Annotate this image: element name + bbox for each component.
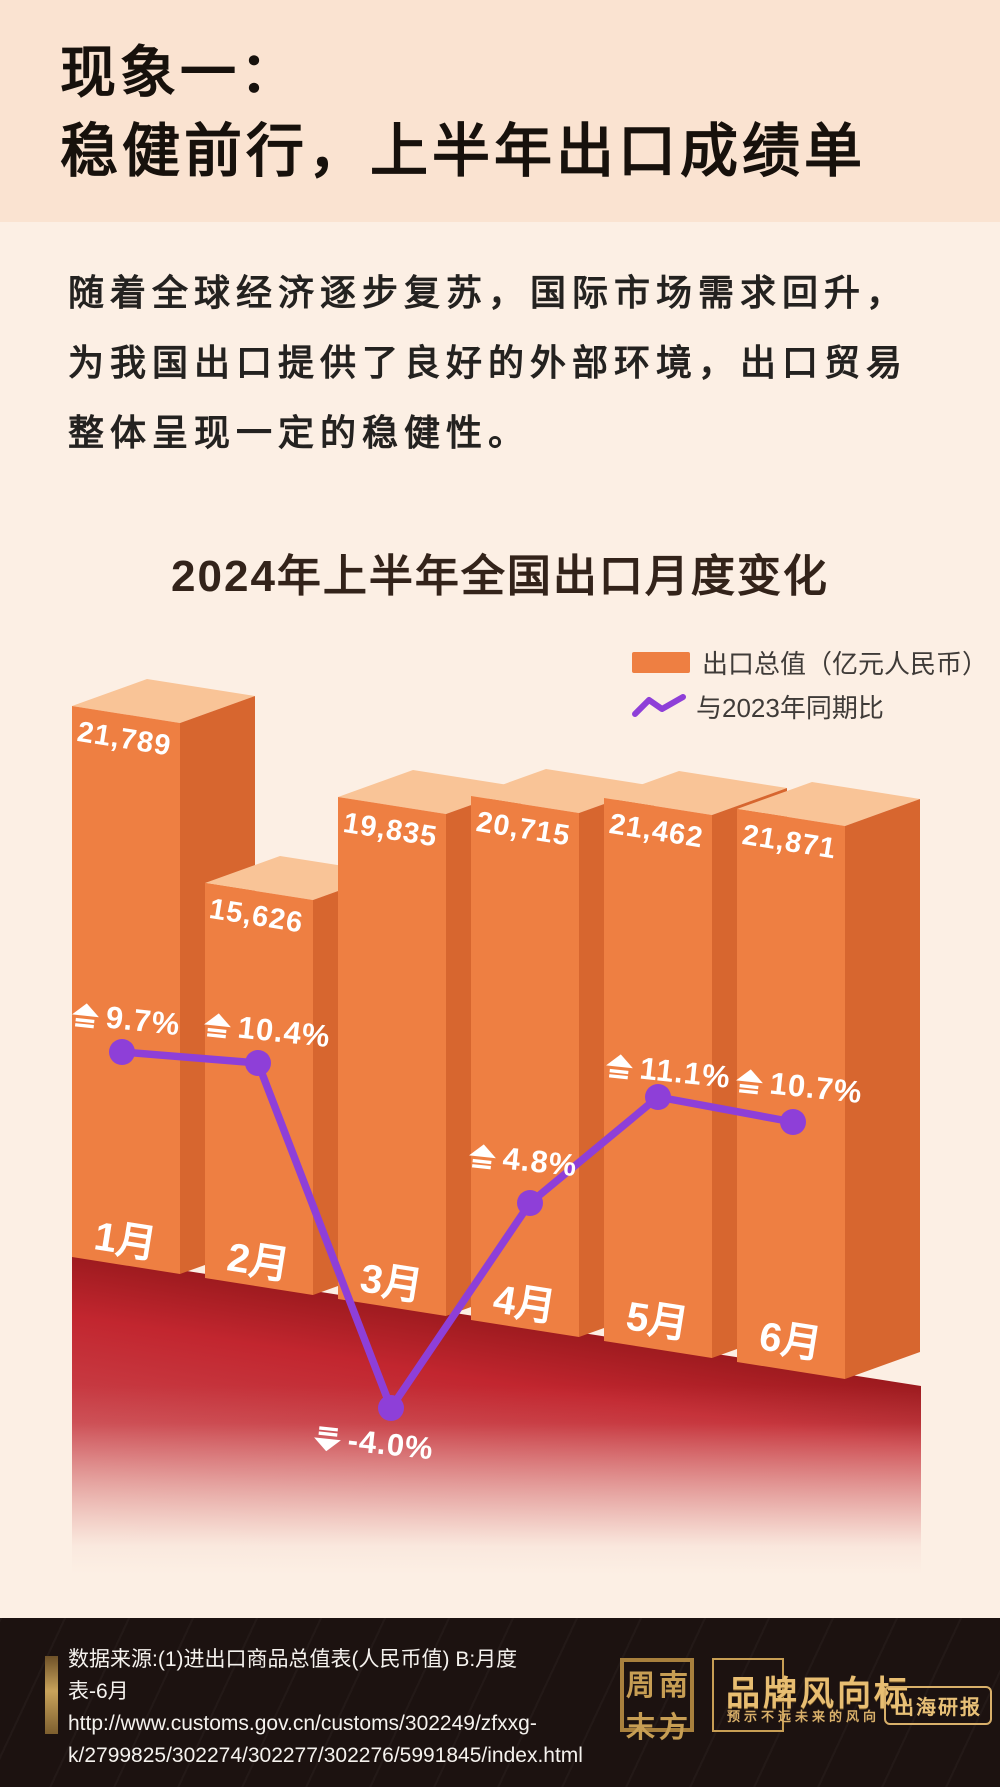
header-title-line1: 现象一： (60, 41, 300, 104)
pct-label-feb: 10.4% (202, 1006, 332, 1055)
legend-item-line: 与2023年同期比 (632, 689, 992, 723)
data-source-line-1: 数据来源:(1)进出口商品总值表(人民币值) B:月度表-6月 (68, 1648, 518, 1703)
bar-jun (737, 782, 920, 1379)
up-arrow-icon (606, 1053, 633, 1079)
up-arrow-icon (72, 1002, 99, 1028)
trend-dot-jan (109, 1039, 135, 1065)
trend-dot-may (645, 1084, 671, 1110)
seal-char-tl: 周 (625, 1668, 655, 1702)
up-arrow-icon (736, 1068, 763, 1094)
header-banner: 现象一： 稳健前行，上半年出口成绩单 (0, 0, 1000, 222)
seal-char-tr: 南 (658, 1668, 688, 1702)
bar-series-swatch-icon (632, 651, 690, 673)
trend-dot-feb (245, 1050, 271, 1076)
up-arrow-icon (469, 1143, 496, 1169)
data-source-block: 数据来源:(1)进出口商品总值表(人民币值) B:月度表-6月 http://w… (68, 1644, 583, 1772)
bar-jun-top-face (737, 782, 920, 826)
intro-line-3: 整体呈现一定的稳健性。 (68, 412, 531, 453)
bar-feb-front-face (205, 883, 313, 1295)
brand-frame-decoration (712, 1658, 784, 1732)
footer-bar: 数据来源:(1)进出口商品总值表(人民币值) B:月度表-6月 http://w… (0, 1618, 1000, 1787)
legend-item-bars: 出口总值（亿元人民币） (632, 645, 992, 679)
brand-tagline: 预示不远未来的风向 (727, 1709, 881, 1724)
floor-fade-overlay (60, 1385, 935, 1620)
bar-apr-front-face (471, 796, 579, 1337)
pct-label-jan: 9.7% (70, 996, 182, 1043)
legend-bar-label: 出口总值（亿元人民币） (702, 648, 989, 679)
bar-jun-front-face (737, 809, 845, 1379)
brand-wordmark: 品牌风向标 (726, 1675, 911, 1713)
trend-dot-apr (517, 1190, 543, 1216)
legend-line-label: 与2023年同期比 (696, 692, 884, 723)
chart-legend: 出口总值（亿元人民币） 与2023年同期比 (632, 645, 992, 733)
bar-jan-top-face (72, 679, 255, 723)
bar-jun-side-face (845, 799, 920, 1379)
chart-title: 2024年上半年全国出口月度变化 (171, 552, 829, 601)
data-source-line-2: http://www.customs.gov.cn/customs/302249… (68, 1712, 537, 1735)
pct-label-jun: 10.7% (734, 1062, 864, 1111)
trend-dot-jun (780, 1109, 806, 1135)
pct-label-apr: 4.8% (467, 1137, 579, 1184)
down-arrow-icon (314, 1425, 341, 1451)
intro-line-1: 随着全球经济逐步复苏，国际市场需求回升， (68, 272, 909, 313)
data-source-line-3: k/2799825/302274/302277/302276/5991845/i… (68, 1744, 583, 1767)
pct-label-mar: -4.0% (312, 1419, 435, 1467)
gold-accent-bar (45, 1656, 58, 1734)
report-series-badge: 出海研报 (884, 1686, 992, 1725)
trend-line (118, 1048, 797, 1412)
nanfang-zhoumo-seal-logo: 周 南 末 方 (620, 1658, 694, 1744)
up-arrow-icon (204, 1012, 231, 1038)
bar-may-top-face (604, 771, 787, 815)
trend-dot-mar (378, 1395, 404, 1421)
intro-paragraph: 随着全球经济逐步复苏，国际市场需求回升， 为我国出口提供了良好的外部环境，出口贸… (68, 258, 948, 468)
intro-line-2: 为我国出口提供了良好的外部环境，出口贸易 (68, 342, 909, 383)
bar-jan-front-face (72, 706, 180, 1274)
seal-char-bl: 末 (625, 1710, 655, 1744)
bar-mar-front-face (338, 797, 446, 1316)
bar-may-front-face (604, 798, 712, 1358)
header-title-line2: 稳健前行，上半年出口成绩单 (60, 119, 867, 184)
seal-char-br: 方 (658, 1710, 688, 1744)
line-series-zigzag-icon (632, 694, 686, 717)
pct-label-may: 11.1% (604, 1047, 733, 1096)
